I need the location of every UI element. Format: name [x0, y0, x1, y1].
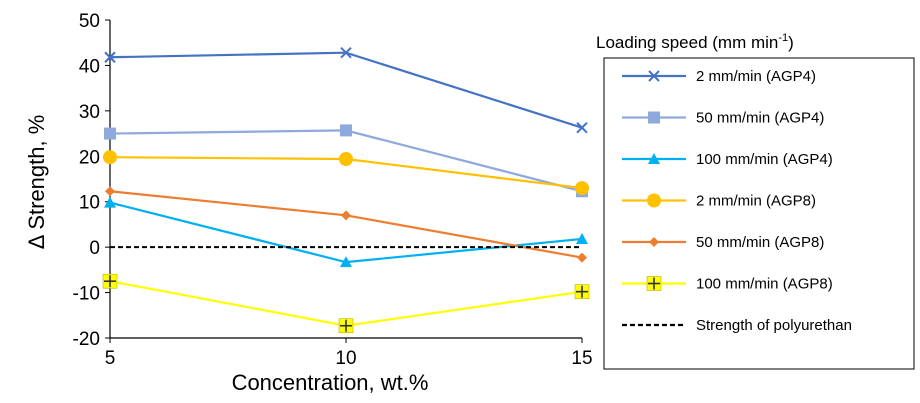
legend-label: 50 mm/min (AGP4) — [696, 110, 824, 127]
legend-item: Strength of polyurethan — [622, 317, 852, 334]
data-point — [103, 150, 117, 165]
legend-item: 50 mm/min (AGP4) — [622, 110, 824, 127]
y-tick-label: 10 — [79, 193, 100, 214]
data-point — [340, 47, 352, 59]
legend-marker — [647, 193, 661, 208]
series-2-mm-min-agp4 — [104, 47, 588, 134]
data-point — [104, 196, 116, 208]
legend-label: 2 mm/min (AGP8) — [696, 193, 816, 210]
y-tick-label: 0 — [89, 238, 100, 259]
y-tick-label: 20 — [79, 147, 100, 168]
data-point — [105, 186, 115, 197]
data-point — [340, 124, 352, 137]
data-point — [339, 152, 353, 167]
legend-label: 2 mm/min (AGP4) — [696, 68, 816, 85]
series-line — [109, 51, 583, 129]
legend-title: Loading speed (mm min-1) — [596, 32, 794, 52]
legend: 2 mm/min (AGP4) 50 mm/min (AGP4) 100 mm/mi… — [622, 68, 852, 334]
legend-box — [603, 57, 915, 370]
y-tick-label: 50 — [79, 11, 100, 32]
tick-labels: -20 -10 0 10 20 30 40 50 5 10 15 — [73, 11, 593, 369]
x-tick-label: 10 — [335, 348, 356, 369]
legend-label: 100 mm/min (AGP8) — [696, 276, 833, 293]
legend-item: 100 mm/min (AGP4) — [622, 151, 833, 168]
legend-marker — [649, 237, 659, 247]
legend-item: 50 mm/min (AGP8) — [622, 234, 824, 251]
data-point — [577, 252, 587, 263]
data-point — [104, 127, 116, 140]
plot-area — [102, 47, 590, 334]
legend-item: 100 mm/min (AGP8) — [622, 276, 833, 293]
data-point — [338, 318, 354, 334]
legend-label: 50 mm/min (AGP8) — [696, 234, 824, 251]
x-tick-label: 5 — [105, 348, 116, 369]
legend-marker — [648, 70, 660, 82]
legend-label: Strength of polyurethan — [696, 317, 852, 334]
legend-item: 2 mm/min (AGP8) — [622, 193, 816, 210]
legend-marker — [648, 111, 660, 124]
x-axis-title: Concentration, wt.% — [232, 370, 429, 395]
data-point — [576, 121, 588, 134]
legend-marker — [648, 153, 660, 164]
data-point — [102, 273, 118, 289]
series-50-mm-min-agp8 — [105, 186, 587, 263]
y-tick-label: -10 — [73, 284, 100, 305]
data-point — [341, 210, 351, 221]
y-tick-label: 40 — [79, 56, 100, 77]
data-point — [104, 51, 116, 63]
series-100-mm-min-agp8 — [102, 273, 590, 334]
x-tick-label: 15 — [571, 348, 592, 369]
data-point — [575, 181, 589, 196]
series-100-mm-min-agp4 — [104, 196, 588, 268]
data-point — [576, 232, 588, 244]
data-point — [340, 256, 352, 268]
data-point — [574, 284, 590, 299]
series-2-mm-min-agp8 — [103, 150, 589, 196]
y-tick-label: -20 — [73, 329, 100, 350]
legend-marker — [646, 276, 662, 291]
y-axis-title: Δ Strength, % — [24, 115, 49, 250]
legend-label: 100 mm/min (AGP4) — [696, 151, 833, 168]
y-tick-label: 30 — [79, 102, 100, 123]
legend-item: 2 mm/min (AGP4) — [622, 68, 816, 85]
